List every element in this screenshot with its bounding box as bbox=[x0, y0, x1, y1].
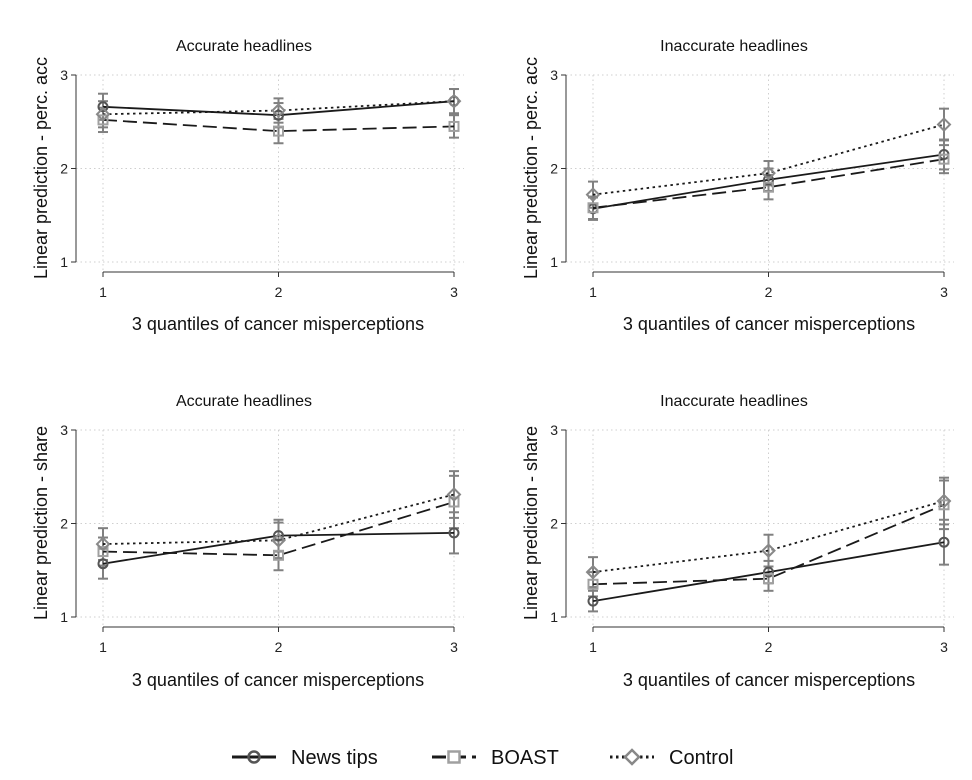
y-tick-label: 3 bbox=[60, 67, 68, 83]
legend: News tips BOAST Control bbox=[232, 747, 733, 769]
panel-1-ylabel: Linear prediction - perc. acc bbox=[31, 57, 51, 279]
y-tick-label: 3 bbox=[550, 422, 558, 438]
point-news-tips bbox=[938, 536, 950, 548]
x-tick-label: 3 bbox=[450, 284, 458, 300]
point-news-tips bbox=[448, 527, 460, 539]
x-tick-label: 1 bbox=[99, 284, 107, 300]
point-control bbox=[446, 487, 462, 502]
legend-label-control: Control bbox=[669, 747, 733, 769]
legend-item-boast: BOAST bbox=[432, 747, 559, 769]
point-control bbox=[95, 106, 111, 122]
point-news-tips bbox=[97, 558, 109, 570]
point-boast bbox=[97, 546, 109, 558]
series-line-news-tips bbox=[592, 541, 945, 602]
panel-2-title: Inaccurate headlines bbox=[660, 38, 808, 55]
legend-label-news-tips: News tips bbox=[291, 747, 378, 769]
x-tick-label: 2 bbox=[765, 284, 773, 300]
x-tick-label: 2 bbox=[275, 639, 283, 655]
point-news-tips bbox=[97, 101, 109, 113]
point-news-tips bbox=[273, 530, 284, 542]
point-boast bbox=[273, 549, 284, 561]
legend-circle-marker bbox=[247, 750, 261, 764]
panel-4-xlabel: 3 quantiles of cancer misperceptions bbox=[623, 670, 915, 690]
panel-2-xlabel: 3 quantiles of cancer misperceptions bbox=[623, 314, 915, 334]
y-tick-label: 3 bbox=[550, 67, 558, 83]
x-tick-label: 1 bbox=[99, 639, 107, 655]
panel-4: Inaccurate headlines 3 quantiles of canc… bbox=[521, 393, 954, 690]
y-tick-label: 1 bbox=[60, 254, 68, 270]
panel-3-ylabel: Linear prediction - share bbox=[31, 426, 51, 620]
series-line-boast bbox=[102, 118, 455, 133]
point-control bbox=[95, 536, 111, 552]
panel-1-xlabel: 3 quantiles of cancer misperceptions bbox=[132, 314, 424, 334]
x-tick-label: 3 bbox=[940, 639, 948, 655]
y-tick-label: 1 bbox=[550, 254, 558, 270]
point-news-tips bbox=[763, 174, 774, 186]
point-control bbox=[936, 493, 952, 509]
point-news-tips bbox=[448, 95, 460, 107]
x-tick-label: 1 bbox=[589, 284, 597, 300]
point-control bbox=[936, 117, 952, 132]
y-tick-label: 1 bbox=[60, 609, 68, 625]
x-tick-label: 3 bbox=[450, 639, 458, 655]
x-tick-label: 3 bbox=[940, 284, 948, 300]
y-tick-label: 2 bbox=[550, 161, 558, 177]
x-tick-label: 1 bbox=[589, 639, 597, 655]
y-tick-label: 2 bbox=[60, 516, 68, 532]
series-line-boast bbox=[592, 503, 945, 586]
panel-1-title: Accurate headlines bbox=[176, 38, 312, 55]
point-control bbox=[761, 165, 776, 181]
point-boast bbox=[763, 573, 774, 585]
point-news-tips bbox=[763, 566, 774, 578]
point-boast bbox=[938, 153, 950, 165]
point-boast bbox=[587, 578, 599, 590]
legend-item-control: Control bbox=[610, 747, 733, 769]
point-boast bbox=[587, 202, 599, 214]
legend-diamond-marker bbox=[623, 748, 641, 766]
panel-3-xlabel: 3 quantiles of cancer misperceptions bbox=[132, 670, 424, 690]
point-control bbox=[271, 532, 286, 548]
y-tick-label: 1 bbox=[550, 609, 558, 625]
point-news-tips bbox=[587, 595, 599, 607]
point-news-tips bbox=[273, 109, 284, 121]
point-boast bbox=[938, 499, 950, 511]
y-tick-label: 2 bbox=[60, 161, 68, 177]
point-boast bbox=[448, 496, 460, 508]
point-control bbox=[271, 103, 286, 118]
point-control bbox=[585, 187, 601, 203]
y-tick-label: 2 bbox=[550, 516, 558, 532]
x-tick-label: 2 bbox=[765, 639, 773, 655]
point-boast bbox=[97, 114, 109, 126]
point-control bbox=[446, 93, 462, 109]
panel-3-title: Accurate headlines bbox=[176, 393, 312, 410]
point-boast bbox=[763, 181, 774, 193]
point-control bbox=[585, 564, 601, 580]
legend-item-news-tips: News tips bbox=[232, 747, 378, 769]
point-boast bbox=[448, 120, 460, 132]
panel-1: Accurate headlines 3 quantiles of cancer… bbox=[31, 38, 464, 334]
panel-2-ylabel: Linear prediction - perc. acc bbox=[521, 57, 541, 279]
panel-2: Inaccurate headlines 3 quantiles of canc… bbox=[521, 38, 954, 334]
legend-label-boast: BOAST bbox=[491, 747, 559, 769]
panel-3: Accurate headlines 3 quantiles of cancer… bbox=[31, 393, 464, 690]
panel-4-title: Inaccurate headlines bbox=[660, 393, 808, 410]
point-boast bbox=[273, 125, 284, 137]
y-tick-label: 3 bbox=[60, 422, 68, 438]
point-control bbox=[761, 543, 776, 559]
x-tick-label: 2 bbox=[275, 284, 283, 300]
panel-4-ylabel: Linear prediction - share bbox=[521, 426, 541, 620]
legend-square-marker bbox=[447, 750, 461, 764]
